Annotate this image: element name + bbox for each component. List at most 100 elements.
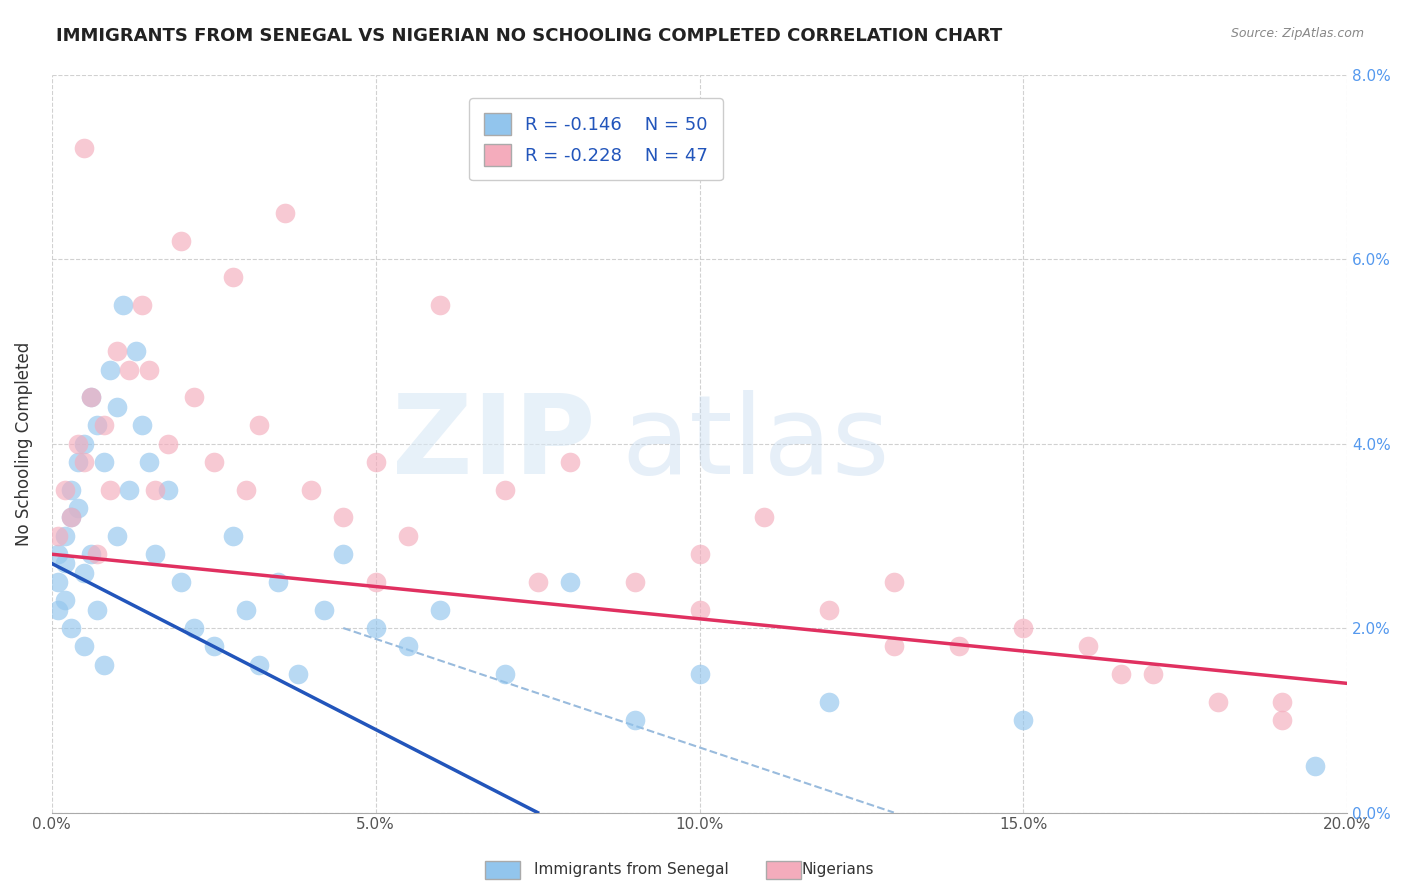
Text: ZIP: ZIP bbox=[392, 390, 596, 497]
Point bbox=[46, 602, 69, 616]
Point bbox=[332, 510, 354, 524]
Point bbox=[287, 667, 309, 681]
Point bbox=[98, 483, 121, 497]
Point bbox=[1012, 621, 1035, 635]
Point bbox=[46, 574, 69, 589]
Point bbox=[299, 483, 322, 497]
Point bbox=[689, 547, 711, 561]
Point bbox=[396, 640, 419, 654]
Point bbox=[1271, 695, 1294, 709]
Point bbox=[98, 362, 121, 376]
Point bbox=[131, 418, 153, 433]
Point bbox=[623, 574, 645, 589]
Point bbox=[235, 483, 257, 497]
Point bbox=[73, 566, 96, 580]
Point bbox=[429, 602, 451, 616]
Point bbox=[79, 391, 101, 405]
Point bbox=[558, 574, 581, 589]
Point bbox=[754, 510, 776, 524]
Point bbox=[138, 362, 160, 376]
Point bbox=[623, 713, 645, 727]
Point bbox=[145, 483, 167, 497]
Point bbox=[93, 455, 115, 469]
Point bbox=[247, 418, 270, 433]
Point bbox=[53, 557, 76, 571]
Point bbox=[183, 621, 205, 635]
Point bbox=[948, 640, 970, 654]
Point bbox=[73, 640, 96, 654]
Point bbox=[222, 270, 245, 285]
Point bbox=[818, 602, 841, 616]
Point bbox=[118, 362, 141, 376]
Point bbox=[202, 640, 225, 654]
Point bbox=[170, 574, 193, 589]
Point bbox=[247, 657, 270, 672]
Point bbox=[364, 455, 387, 469]
Legend: R = -0.146    N = 50, R = -0.228    N = 47: R = -0.146 N = 50, R = -0.228 N = 47 bbox=[470, 98, 723, 180]
Point bbox=[66, 436, 89, 450]
Point bbox=[170, 234, 193, 248]
Point bbox=[396, 529, 419, 543]
Point bbox=[86, 602, 108, 616]
Point bbox=[558, 455, 581, 469]
Point bbox=[60, 621, 83, 635]
Point bbox=[222, 529, 245, 543]
Point bbox=[1271, 713, 1294, 727]
Point bbox=[1077, 640, 1099, 654]
Point bbox=[111, 298, 134, 312]
Point bbox=[145, 547, 167, 561]
Point bbox=[818, 695, 841, 709]
Point bbox=[105, 400, 128, 414]
Text: Source: ZipAtlas.com: Source: ZipAtlas.com bbox=[1230, 27, 1364, 40]
Point bbox=[60, 510, 83, 524]
Point bbox=[125, 344, 148, 359]
Point bbox=[202, 455, 225, 469]
Text: Immigrants from Senegal: Immigrants from Senegal bbox=[534, 863, 730, 877]
Point bbox=[105, 529, 128, 543]
Point bbox=[73, 455, 96, 469]
Point bbox=[689, 667, 711, 681]
Point bbox=[1109, 667, 1132, 681]
Point bbox=[883, 640, 905, 654]
Point bbox=[86, 418, 108, 433]
Point bbox=[494, 667, 516, 681]
Point bbox=[1303, 759, 1326, 773]
Point bbox=[883, 574, 905, 589]
Point bbox=[46, 547, 69, 561]
Text: atlas: atlas bbox=[621, 390, 890, 497]
Point bbox=[364, 621, 387, 635]
Point bbox=[73, 436, 96, 450]
Text: Nigerians: Nigerians bbox=[801, 863, 875, 877]
Point bbox=[60, 483, 83, 497]
Point bbox=[86, 547, 108, 561]
Point bbox=[235, 602, 257, 616]
Point bbox=[73, 141, 96, 155]
Point bbox=[105, 344, 128, 359]
Point bbox=[1142, 667, 1164, 681]
Point bbox=[494, 483, 516, 497]
Point bbox=[53, 483, 76, 497]
Point bbox=[1012, 713, 1035, 727]
Point bbox=[131, 298, 153, 312]
Point bbox=[157, 436, 180, 450]
Point bbox=[689, 602, 711, 616]
Point bbox=[526, 574, 548, 589]
Point bbox=[312, 602, 335, 616]
Point bbox=[93, 657, 115, 672]
Point bbox=[93, 418, 115, 433]
Point bbox=[46, 529, 69, 543]
Point bbox=[332, 547, 354, 561]
Point bbox=[66, 455, 89, 469]
Point bbox=[53, 593, 76, 607]
Point bbox=[364, 574, 387, 589]
Point bbox=[60, 510, 83, 524]
Point bbox=[138, 455, 160, 469]
Y-axis label: No Schooling Completed: No Schooling Completed bbox=[15, 342, 32, 546]
Point bbox=[183, 391, 205, 405]
Point bbox=[118, 483, 141, 497]
Point bbox=[1206, 695, 1229, 709]
Point bbox=[157, 483, 180, 497]
Text: IMMIGRANTS FROM SENEGAL VS NIGERIAN NO SCHOOLING COMPLETED CORRELATION CHART: IMMIGRANTS FROM SENEGAL VS NIGERIAN NO S… bbox=[56, 27, 1002, 45]
Point bbox=[274, 206, 297, 220]
Point bbox=[66, 501, 89, 516]
